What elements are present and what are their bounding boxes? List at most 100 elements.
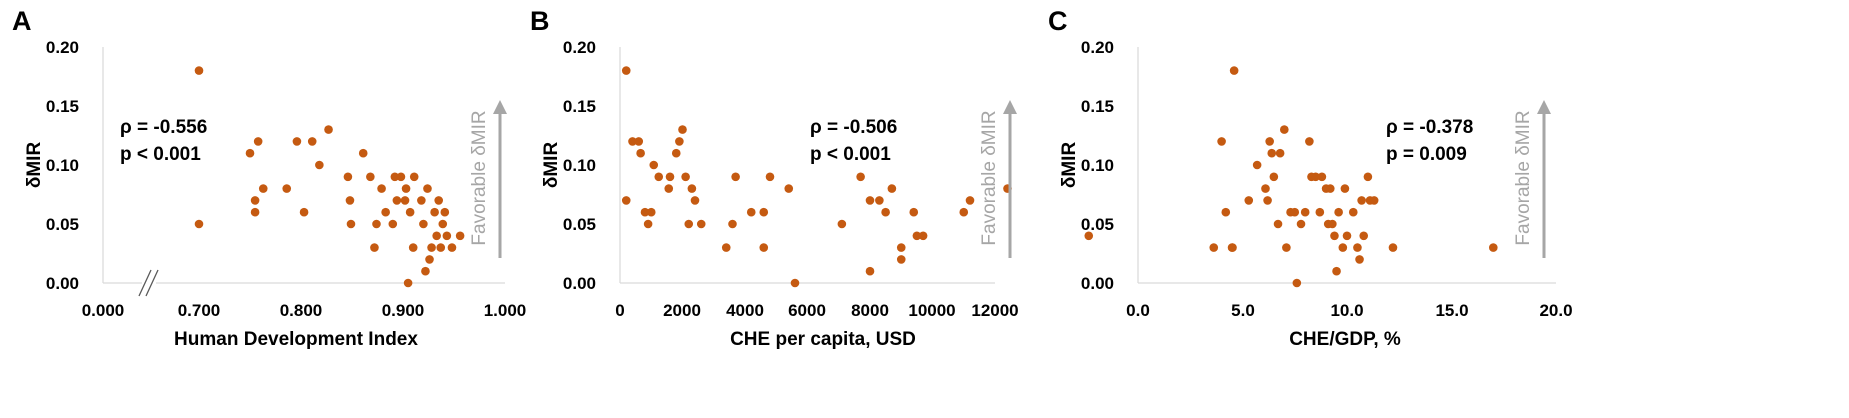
data-point xyxy=(423,184,432,193)
correlation-rho: ρ = -0.378 xyxy=(1386,117,1473,138)
favorable-arrow-head xyxy=(493,100,507,114)
y-tick-label: 0.10 xyxy=(1081,156,1114,175)
data-point xyxy=(1357,196,1366,205)
data-point xyxy=(671,148,681,158)
x-tick-label: 0.700 xyxy=(178,301,221,320)
data-point xyxy=(343,172,353,182)
panel-a: A 0.00 0.05 0.10 0.15 0.20 0.000 0.700 0.800 0.90… xyxy=(12,6,526,350)
data-point xyxy=(1305,137,1314,146)
data-point xyxy=(746,207,756,217)
data-point xyxy=(687,184,697,193)
data-point xyxy=(419,219,428,229)
data-points xyxy=(194,66,465,288)
data-point xyxy=(621,196,631,205)
y-tick-label: 0.10 xyxy=(46,156,79,175)
data-point xyxy=(1229,66,1239,75)
data-point xyxy=(649,160,659,170)
data-point xyxy=(425,255,434,264)
y-tick-label: 0.00 xyxy=(563,274,596,293)
data-point xyxy=(377,184,386,193)
data-point xyxy=(784,184,794,193)
data-point xyxy=(292,137,302,146)
x-tick-label: 1.000 xyxy=(484,301,527,320)
correlation-p-value: p < 0.001 xyxy=(120,144,201,165)
y-axis-title: δMIR xyxy=(1059,142,1080,189)
data-point xyxy=(345,196,355,205)
x-tick-label: 10.0 xyxy=(1330,301,1363,320)
panel-b: B 0.00 0.05 0.10 0.15 0.20 0 2000 4000 6000 8000 10… xyxy=(530,6,1237,350)
data-point xyxy=(401,184,411,193)
data-point xyxy=(1355,255,1364,264)
data-points xyxy=(621,66,1237,288)
correlation-rho: ρ = -0.556 xyxy=(120,117,207,138)
data-point xyxy=(875,196,884,205)
x-tick-label: 0.800 xyxy=(280,301,323,320)
data-point xyxy=(438,219,448,229)
x-tick-label: 0.0 xyxy=(1126,301,1150,320)
x-tick-label: 15.0 xyxy=(1435,301,1468,320)
x-tick-label: 0 xyxy=(615,301,624,320)
favorable-arrow-head xyxy=(1537,100,1551,114)
data-point xyxy=(1280,125,1289,134)
data-point xyxy=(282,184,292,193)
y-tick-label: 0.20 xyxy=(1081,38,1114,57)
data-point xyxy=(675,137,684,146)
data-point xyxy=(790,278,800,288)
data-point xyxy=(681,172,690,182)
correlation-p-value: p < 0.001 xyxy=(810,144,891,165)
x-tick-label: 5.0 xyxy=(1231,301,1255,320)
data-point xyxy=(258,184,268,193)
x-tick-label: 12000 xyxy=(971,301,1018,320)
correlation-p-value: p = 0.009 xyxy=(1386,144,1467,165)
data-point xyxy=(865,196,875,205)
favorable-arrow-label: Favorable δMIR xyxy=(979,110,1000,245)
data-point xyxy=(640,207,650,217)
data-point xyxy=(299,207,309,217)
y-tick-label: 0.05 xyxy=(46,215,79,234)
favorable-arrow-label: Favorable δMIR xyxy=(1513,110,1534,245)
data-point xyxy=(1267,148,1277,158)
data-point xyxy=(315,160,324,170)
y-axis-title: δMIR xyxy=(541,142,562,189)
data-point xyxy=(432,231,441,241)
data-point xyxy=(455,231,465,241)
data-point xyxy=(253,137,263,146)
data-point xyxy=(628,137,637,146)
data-point xyxy=(1282,243,1291,252)
data-point xyxy=(1334,207,1343,217)
data-point xyxy=(1261,184,1270,193)
data-point xyxy=(1275,148,1285,158)
y-tick-label: 0.15 xyxy=(46,97,79,116)
data-point xyxy=(643,219,653,229)
data-point xyxy=(896,255,906,264)
data-point xyxy=(388,219,398,229)
data-point xyxy=(1330,231,1339,241)
data-point xyxy=(1332,266,1341,276)
data-point xyxy=(442,231,452,241)
y-tick-label: 0.20 xyxy=(563,38,596,57)
data-point xyxy=(1292,278,1302,288)
data-point xyxy=(1300,207,1310,217)
data-point xyxy=(881,207,890,217)
data-point xyxy=(1353,243,1362,252)
data-point xyxy=(959,207,969,217)
data-point xyxy=(690,196,700,205)
data-point xyxy=(1265,137,1274,146)
data-point xyxy=(837,219,847,229)
y-tick-label: 0.15 xyxy=(1081,97,1114,116)
data-point xyxy=(1369,196,1379,205)
data-point xyxy=(665,172,675,182)
data-point xyxy=(965,196,975,205)
panel-label: C xyxy=(1048,6,1068,36)
x-tick-label: 20.0 xyxy=(1539,301,1572,320)
data-point xyxy=(370,243,379,252)
y-tick-label: 0.20 xyxy=(46,38,79,57)
data-point xyxy=(1317,172,1327,182)
data-point xyxy=(1290,207,1300,217)
data-point xyxy=(417,196,426,205)
y-tick-label: 0.00 xyxy=(1081,274,1114,293)
data-point xyxy=(1269,172,1279,182)
data-point xyxy=(440,207,450,217)
data-point xyxy=(696,219,706,229)
data-point xyxy=(1340,184,1350,193)
